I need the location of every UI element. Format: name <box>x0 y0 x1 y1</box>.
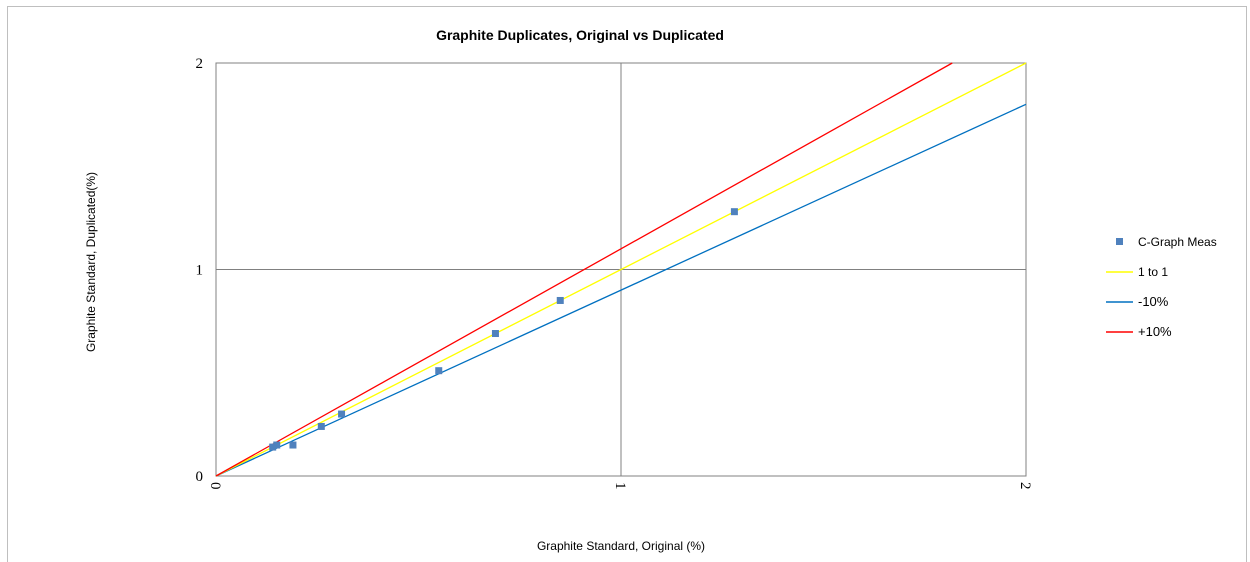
series-points <box>269 208 738 451</box>
tick-labels: 0 1 2 0 1 2 <box>196 56 1034 490</box>
legend-marker <box>1116 238 1123 245</box>
data-point <box>289 441 297 449</box>
data-point <box>730 208 738 216</box>
legend-label: C-Graph Meas <box>1138 235 1217 249</box>
series-line <box>215 62 953 477</box>
data-point <box>435 367 443 375</box>
legend-label: +10% <box>1138 324 1172 339</box>
legend-label: 1 to 1 <box>1138 265 1168 279</box>
chart-frame <box>7 6 1247 562</box>
data-point <box>269 443 277 451</box>
y-tick-label: 0 <box>196 469 204 485</box>
x-tick-label: 1 <box>612 482 628 490</box>
y-tick-label: 1 <box>196 263 204 279</box>
chart-title: Graphite Duplicates, Original vs Duplica… <box>436 27 724 43</box>
legend-label: -10% <box>1138 294 1169 309</box>
series-lines <box>215 62 1027 477</box>
data-point <box>556 296 564 304</box>
series-line <box>215 103 1027 477</box>
x-axis-title: Graphite Standard, Original (%) <box>537 539 705 553</box>
series-line <box>215 62 1027 477</box>
y-tick-label: 2 <box>196 56 204 72</box>
y-axis-title: Graphite Standard, Duplicated(%) <box>84 172 98 352</box>
data-point <box>338 410 346 418</box>
data-point <box>491 330 499 338</box>
x-tick-label: 0 <box>207 482 223 490</box>
data-point <box>317 422 325 430</box>
x-tick-label: 2 <box>1017 482 1033 490</box>
legend: C-Graph Meas 1 to 1 -10% +10% <box>1106 235 1217 339</box>
data-point <box>273 441 281 449</box>
